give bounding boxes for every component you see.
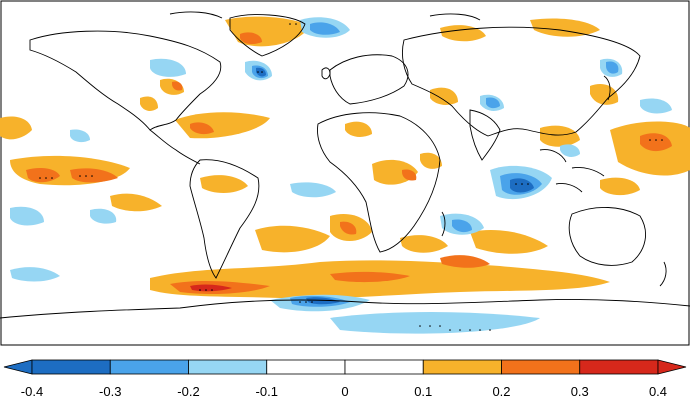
colorbar-tick-label: 0	[341, 384, 348, 399]
colorbar-segment	[109, 359, 189, 375]
colorbar-tick-label: 0.1	[414, 384, 432, 399]
colorbar-segment	[31, 359, 111, 375]
colorbar-extend-high	[657, 359, 687, 375]
colorbar-tick-label: 0.2	[492, 384, 510, 399]
colorbar-tick-labels: -0.4 -0.3 -0.2 -0.1 0 0.1 0.2 0.3 0.4	[21, 384, 667, 399]
colorbar-segment	[501, 359, 581, 375]
colorbar-segment	[579, 359, 659, 375]
colorbar-segment	[188, 359, 268, 375]
colorbar-tick-label: -0.1	[256, 384, 278, 399]
colorbar-tick-label: -0.4	[21, 384, 43, 399]
colorbar-tick-label: -0.2	[177, 384, 199, 399]
colorbar-segment	[422, 359, 502, 375]
significance-stippling	[39, 23, 663, 331]
colorbar-tick-label: 0.3	[571, 384, 589, 399]
colorbar-segments	[3, 359, 687, 375]
anomaly-shading	[0, 16, 690, 334]
colorbar-tick-label: -0.3	[99, 384, 121, 399]
colorbar: -0.4 -0.3 -0.2 -0.1 0 0.1 0.2 0.3 0.4	[3, 359, 687, 399]
colorbar-segment	[266, 359, 346, 375]
colorbar-tick-label: 0.4	[649, 384, 667, 399]
colorbar-extend-low	[3, 359, 33, 375]
anomaly-map	[0, 0, 690, 346]
coastlines	[0, 11, 690, 319]
colorbar-segment	[344, 359, 424, 375]
